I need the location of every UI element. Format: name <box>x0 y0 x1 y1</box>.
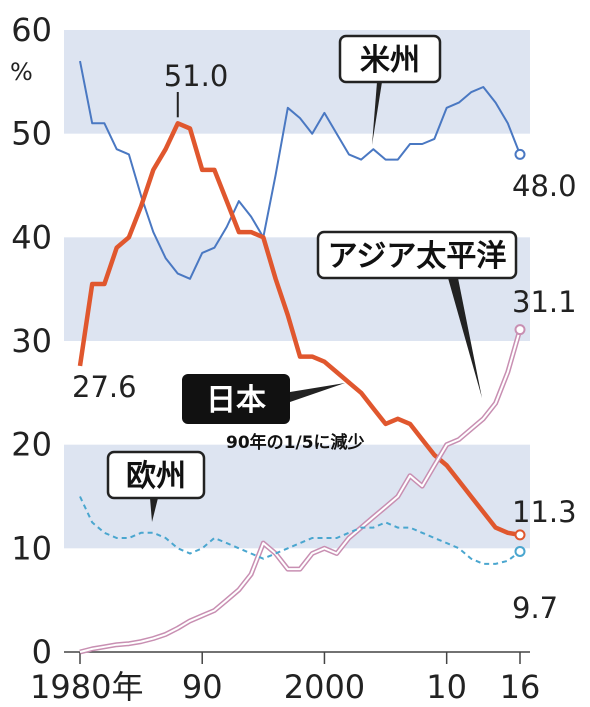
x-tick-label: 1980年 <box>30 668 143 706</box>
series-line-europe <box>79 496 521 565</box>
x-axis-ticks: 1980年 90 2000 10 16 <box>30 652 540 706</box>
x-tick-label: 16 <box>500 668 541 706</box>
series-end-marker <box>514 529 526 541</box>
y-tick-label: 10 <box>11 529 52 567</box>
callout-pointers <box>150 82 482 522</box>
series-box-japan-frame <box>182 374 290 424</box>
series-box-asia-pacific: アジア太平洋 <box>316 230 518 280</box>
grid-band <box>64 30 530 134</box>
chart-annotation: 90年の1/5に減少 <box>226 432 365 453</box>
japan-pointer <box>290 383 345 402</box>
series-box-americas: 米州 <box>338 34 442 84</box>
series-box-europe: 欧州 <box>106 450 206 500</box>
japan-peak-label: 51.0 <box>164 59 229 93</box>
europe-end-label: 9.7 <box>512 591 558 625</box>
series-line-asia-pacific-inner <box>79 329 521 653</box>
y-tick-label: 20 <box>11 426 52 464</box>
y-axis-unit: % <box>10 58 33 86</box>
series-box-japan: 日本 <box>182 374 290 424</box>
series-box-americas-frame <box>338 34 442 84</box>
x-tick-label: 90 <box>182 668 223 706</box>
x-tick-label: 10 <box>426 668 467 706</box>
x-tick-label: 2000 <box>284 668 365 706</box>
series-end-marker <box>514 148 526 160</box>
series-box-europe-frame <box>106 450 206 500</box>
y-tick-label: 40 <box>11 218 52 256</box>
y-axis-ticks: 0 10 20 30 40 50 60 <box>11 11 52 671</box>
series-end-marker <box>514 324 526 336</box>
series-box-asia-pacific-frame <box>316 230 518 280</box>
asia-pacific-pointer <box>448 278 482 398</box>
series-line-japan <box>77 121 521 538</box>
japan-end-label: 11.3 <box>512 495 577 529</box>
europe-pointer <box>150 498 158 522</box>
y-tick-label: 30 <box>11 322 52 360</box>
y-tick-label: 50 <box>11 115 52 153</box>
americas-pointer <box>372 82 382 145</box>
asia-pacific-end-label: 31.1 <box>512 285 577 319</box>
y-tick-label: 60 <box>11 11 52 49</box>
series-end-marker <box>514 545 526 557</box>
japan-start-label: 27.6 <box>72 370 137 404</box>
series-box-asia-pacific-label: アジア太平洋 <box>328 239 507 274</box>
series-lines <box>77 60 526 655</box>
americas-end-label: 48.0 <box>512 169 577 203</box>
y-tick-label: 0 <box>32 633 52 671</box>
series-box-europe-label: 欧州 <box>126 459 186 494</box>
series-box-japan-label: 日本 <box>206 383 266 418</box>
series-box-americas-label: 米州 <box>360 43 420 78</box>
data-labels: 51.0 27.6 48.0 31.1 11.3 9.7 <box>72 59 577 625</box>
series-line-americas <box>79 60 521 280</box>
